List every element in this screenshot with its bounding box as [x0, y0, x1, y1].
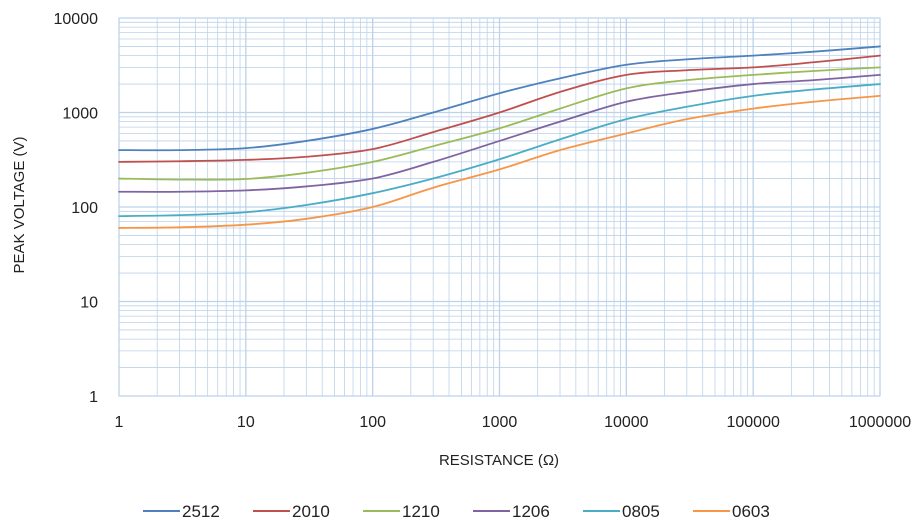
x-axis-tick-labels: 1 10 100 1000 10000 100000 1000000: [115, 414, 912, 431]
legend-label-1210: 1210: [402, 502, 440, 521]
series-line-1206: [118, 73, 881, 193]
series-line-0603: [118, 94, 881, 229]
series-line-0805: [118, 83, 881, 218]
y-tick-label: 1000: [62, 106, 98, 123]
series-line-1210: [118, 66, 881, 181]
x-tick-label: 10: [237, 414, 255, 431]
y-tick-label: 10: [80, 295, 98, 312]
x-tick-label: 1000000: [849, 414, 911, 431]
x-tick-label: 10000: [604, 414, 649, 431]
y-axis-tick-labels: 1 10 100 1000 10000: [54, 11, 99, 406]
x-axis-title: RESISTANCE (Ω): [439, 452, 559, 469]
series-line-2010: [118, 54, 881, 163]
y-axis-title: PEAK VOLTAGE (V): [11, 137, 28, 274]
legend: 2512 2010 1210 1206 0805 0603: [143, 502, 770, 521]
legend-label-0805: 0805: [622, 502, 660, 521]
legend-label-0603: 0603: [732, 502, 770, 521]
legend-label-2010: 2010: [292, 502, 330, 521]
legend-label-1206: 1206: [512, 502, 550, 521]
y-tick-label: 100: [71, 200, 98, 217]
x-tick-label: 1000: [482, 414, 518, 431]
y-tick-label: 10000: [54, 11, 99, 28]
legend-label-2512: 2512: [182, 502, 220, 521]
x-tick-label: 100000: [726, 414, 779, 431]
y-tick-label: 1: [89, 389, 98, 406]
x-tick-label: 1: [115, 414, 124, 431]
series-lines: [118, 45, 881, 229]
series-line-2512: [118, 45, 881, 152]
x-tick-label: 100: [359, 414, 386, 431]
plot-area-border: [118, 17, 881, 397]
